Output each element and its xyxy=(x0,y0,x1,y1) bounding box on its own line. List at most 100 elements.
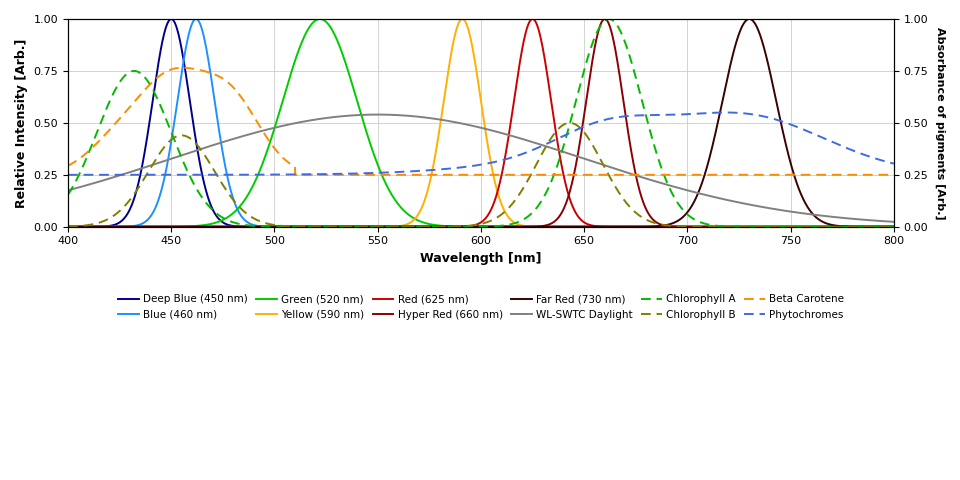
Red (625 nm) xyxy=(205,224,217,229)
Green (520 nm) xyxy=(156,224,168,229)
Yellow (590 nm) xyxy=(415,207,426,213)
Phytochromes xyxy=(156,172,168,178)
Chlorophyll A xyxy=(783,224,795,229)
Line: Hyper Red (660 nm): Hyper Red (660 nm) xyxy=(68,19,894,227)
Deep Blue (450 nm) xyxy=(872,224,883,229)
Phytochromes xyxy=(379,170,391,176)
Chlorophyll A xyxy=(603,16,614,22)
Far Red (730 nm) xyxy=(888,224,900,229)
Chlorophyll B xyxy=(379,224,391,229)
WL-SWTC Daylight xyxy=(205,143,217,149)
Red (625 nm) xyxy=(62,224,74,229)
Blue (460 nm) xyxy=(205,77,217,83)
Chlorophyll A xyxy=(872,224,883,229)
Deep Blue (450 nm) xyxy=(379,224,391,229)
Far Red (730 nm) xyxy=(379,224,391,229)
Phytochromes xyxy=(783,121,795,127)
Line: Phytochromes: Phytochromes xyxy=(68,112,894,175)
Chlorophyll A xyxy=(888,224,900,229)
Red (625 nm) xyxy=(156,224,168,229)
Phytochromes xyxy=(872,156,883,162)
Hyper Red (660 nm) xyxy=(156,224,168,229)
Chlorophyll A xyxy=(205,206,217,212)
Hyper Red (660 nm) xyxy=(783,224,795,229)
Phytochromes xyxy=(62,172,74,178)
Yellow (590 nm) xyxy=(379,224,391,229)
Beta Carotene xyxy=(177,65,188,71)
Chlorophyll B xyxy=(415,224,426,229)
Beta Carotene xyxy=(888,172,900,178)
Green (520 nm) xyxy=(205,221,217,227)
Chlorophyll A xyxy=(156,107,168,113)
Beta Carotene xyxy=(290,172,301,178)
Deep Blue (450 nm) xyxy=(783,224,795,229)
WL-SWTC Daylight xyxy=(379,112,391,118)
Chlorophyll B xyxy=(872,224,883,229)
Red (625 nm) xyxy=(888,224,900,229)
Chlorophyll A xyxy=(379,224,391,229)
Beta Carotene xyxy=(416,172,427,178)
Y-axis label: Absorbance of pigments [Arb.]: Absorbance of pigments [Arb.] xyxy=(935,26,945,219)
Green (520 nm) xyxy=(888,224,900,229)
Phytochromes xyxy=(205,172,217,178)
Red (625 nm) xyxy=(379,224,391,229)
Blue (460 nm) xyxy=(62,224,74,229)
Far Red (730 nm) xyxy=(62,224,74,229)
Yellow (590 nm) xyxy=(62,224,74,229)
Green (520 nm) xyxy=(62,224,74,229)
Blue (460 nm) xyxy=(156,184,168,190)
Yellow (590 nm) xyxy=(872,224,883,229)
Line: WL-SWTC Daylight: WL-SWTC Daylight xyxy=(68,115,894,222)
Far Red (730 nm) xyxy=(783,154,795,160)
Chlorophyll A xyxy=(62,192,74,198)
Phytochromes xyxy=(888,161,900,167)
Beta Carotene xyxy=(205,71,217,76)
Hyper Red (660 nm) xyxy=(379,224,391,229)
Y-axis label: Relative Intensity [Arb.]: Relative Intensity [Arb.] xyxy=(15,38,28,207)
Deep Blue (450 nm) xyxy=(883,224,895,229)
Yellow (590 nm) xyxy=(205,224,217,229)
Hyper Red (660 nm) xyxy=(62,224,74,229)
Deep Blue (450 nm) xyxy=(156,39,168,45)
Line: Green (520 nm): Green (520 nm) xyxy=(68,19,894,227)
Yellow (590 nm) xyxy=(888,224,900,229)
Blue (460 nm) xyxy=(783,224,795,229)
Line: Deep Blue (450 nm): Deep Blue (450 nm) xyxy=(68,19,894,227)
Beta Carotene xyxy=(156,71,168,77)
Blue (460 nm) xyxy=(888,224,900,229)
Yellow (590 nm) xyxy=(156,224,168,229)
Chlorophyll B xyxy=(205,163,217,168)
Line: Yellow (590 nm): Yellow (590 nm) xyxy=(68,19,894,227)
Far Red (730 nm) xyxy=(156,224,168,229)
Red (625 nm) xyxy=(527,16,539,22)
Deep Blue (450 nm) xyxy=(888,224,900,229)
Deep Blue (450 nm) xyxy=(415,224,426,229)
Green (520 nm) xyxy=(379,179,391,185)
Hyper Red (660 nm) xyxy=(415,224,426,229)
Line: Blue (460 nm): Blue (460 nm) xyxy=(68,19,894,227)
Beta Carotene xyxy=(379,172,391,178)
Phytochromes xyxy=(415,168,426,174)
Blue (460 nm) xyxy=(190,16,202,22)
Far Red (730 nm) xyxy=(872,224,883,229)
Beta Carotene xyxy=(783,172,795,178)
WL-SWTC Daylight xyxy=(888,219,900,225)
Red (625 nm) xyxy=(872,224,883,229)
Far Red (730 nm) xyxy=(744,16,756,22)
Far Red (730 nm) xyxy=(205,224,217,229)
Line: Beta Carotene: Beta Carotene xyxy=(68,68,894,175)
Blue (460 nm) xyxy=(415,224,426,229)
WL-SWTC Daylight xyxy=(62,188,74,193)
Hyper Red (660 nm) xyxy=(888,224,900,229)
Line: Chlorophyll A: Chlorophyll A xyxy=(68,19,894,227)
Hyper Red (660 nm) xyxy=(599,16,611,22)
Red (625 nm) xyxy=(415,224,426,229)
Line: Far Red (730 nm): Far Red (730 nm) xyxy=(68,19,894,227)
Green (520 nm) xyxy=(872,224,883,229)
Red (625 nm) xyxy=(783,224,795,229)
Chlorophyll B xyxy=(62,224,74,229)
Chlorophyll A xyxy=(415,224,426,229)
Chlorophyll B xyxy=(783,224,795,229)
WL-SWTC Daylight xyxy=(872,218,883,224)
Chlorophyll B xyxy=(156,147,168,153)
